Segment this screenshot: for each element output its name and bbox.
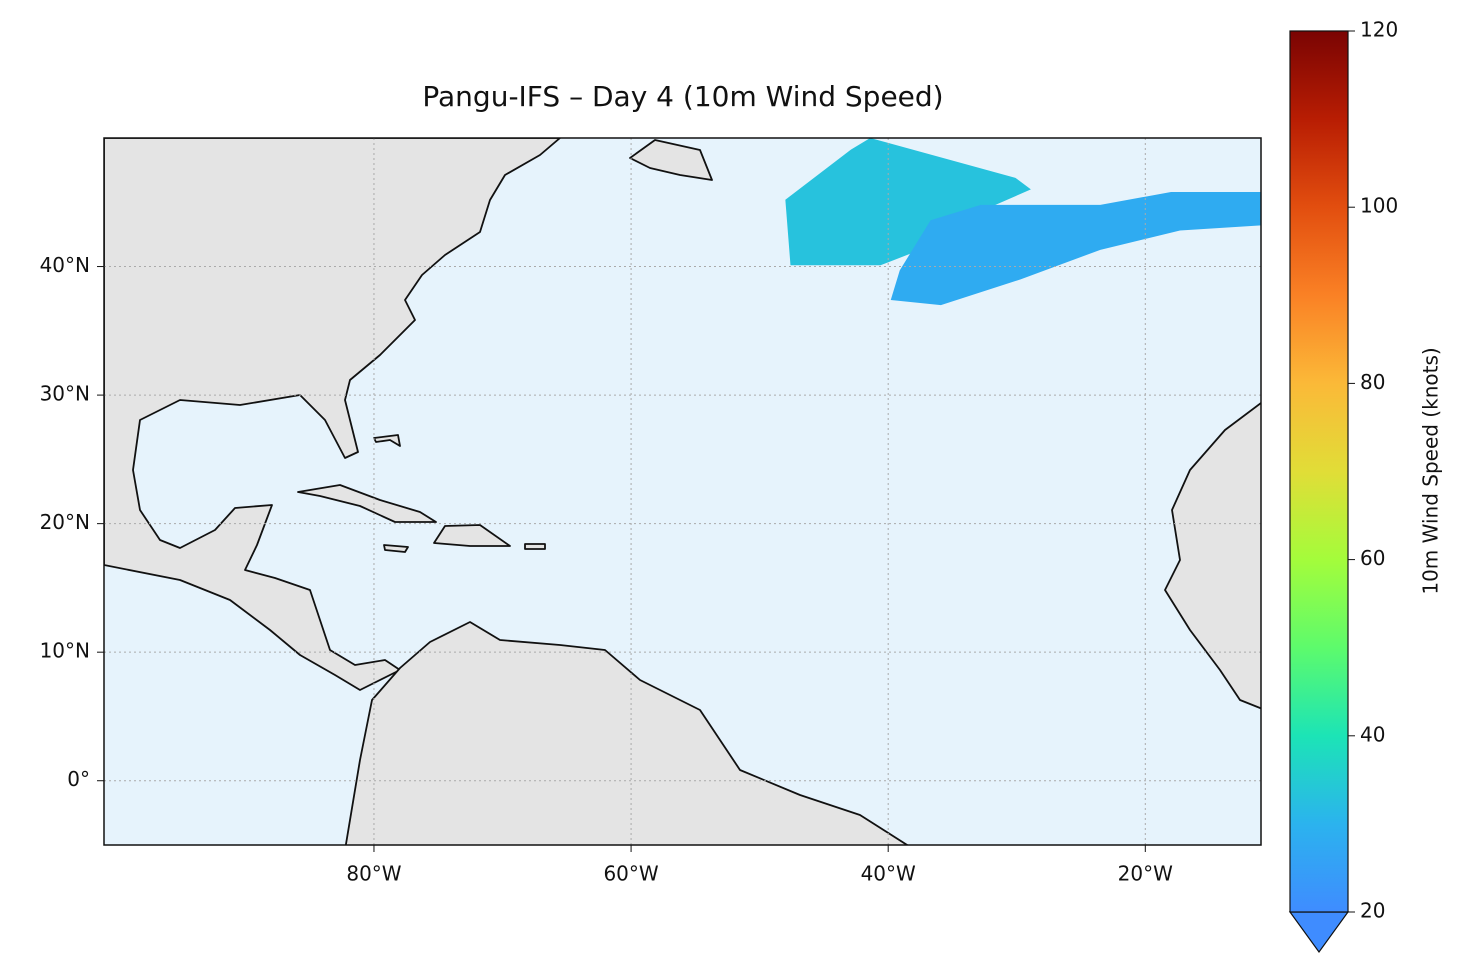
south-america: [344, 621, 909, 845]
africa: [1164, 401, 1261, 710]
y-tick-label: 10°N: [40, 639, 90, 663]
colorbar-tick-label: 120: [1360, 18, 1398, 42]
colorbar-tick-label: 100: [1360, 194, 1398, 218]
puerto-rico: [524, 543, 546, 550]
colorbar: [1289, 30, 1349, 913]
wind-field: [785, 138, 1261, 306]
y-tick-label: 0°: [67, 767, 90, 791]
x-tick-label: 40°W: [861, 862, 916, 886]
x-tick-label: 80°W: [346, 862, 401, 886]
colorbar-label: 10m Wind Speed (knots): [1419, 347, 1443, 594]
north-america: [104, 138, 561, 691]
jamaica: [383, 544, 409, 553]
wind-region: [785, 138, 1031, 266]
hispaniola: [433, 524, 511, 547]
chart-title: Pangu-IFS – Day 4 (10m Wind Speed): [422, 80, 943, 113]
y-tick-label: 30°N: [40, 382, 90, 406]
colorbar-tick-label: 60: [1360, 546, 1385, 570]
newfoundland: [629, 139, 713, 181]
colorbar-extend: [1288, 911, 1350, 954]
x-tick-label: 60°W: [603, 862, 658, 886]
map-frame: [103, 137, 1262, 846]
land: [104, 138, 1261, 845]
wind-region: [890, 191, 1261, 306]
colorbar-tick-label: 80: [1360, 370, 1385, 394]
y-tick-label: 20°N: [40, 510, 90, 534]
colorbar-tick-label: 40: [1360, 722, 1385, 746]
cuba: [297, 484, 437, 523]
y-tick-label: 40°N: [40, 253, 90, 277]
bahamas: [373, 434, 401, 447]
colorbar-tick-label: 20: [1360, 899, 1385, 923]
x-tick-label: 20°W: [1118, 862, 1173, 886]
